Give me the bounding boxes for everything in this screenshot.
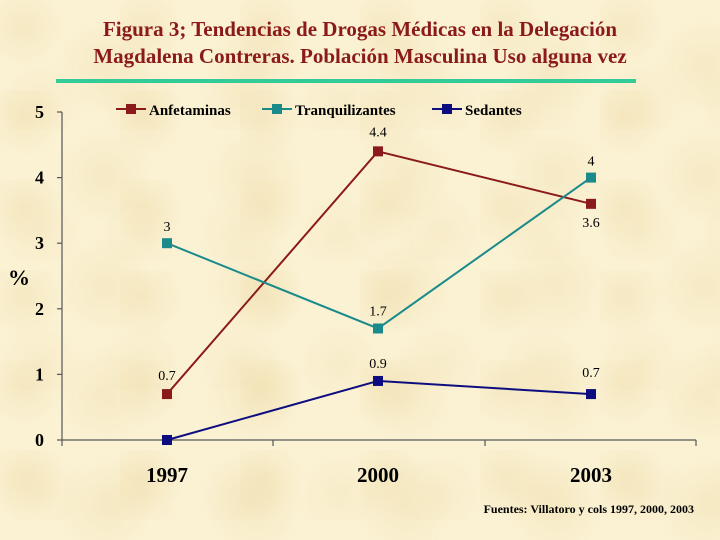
data-point-tranquilizantes: [162, 238, 172, 249]
data-label: 3.6: [582, 216, 600, 231]
data-label: 4.4: [369, 125, 387, 140]
y-axis-label: %: [8, 265, 30, 290]
x-tick-label: 1997: [146, 463, 188, 487]
y-tick-label: 2: [35, 299, 44, 319]
data-point-anfetaminas: [373, 146, 383, 157]
data-point-sedantes: [586, 389, 596, 400]
y-tick-label: 0: [35, 430, 44, 450]
legend-marker: [442, 104, 452, 114]
legend-label: Tranquilizantes: [295, 103, 396, 119]
data-label: 0.7: [582, 366, 600, 381]
data-point-sedantes: [373, 375, 383, 386]
legend-marker: [126, 104, 136, 114]
y-tick-label: 1: [35, 364, 44, 384]
title-underline: [56, 79, 636, 83]
title-line-2: Magdalena Contreras. Población Masculina…: [93, 44, 627, 68]
data-point-anfetaminas: [586, 198, 596, 209]
data-label: 3: [164, 220, 171, 235]
data-label: 0.7: [158, 369, 176, 384]
source-note: Fuentes: Villatoro y cols 1997, 2000, 20…: [483, 502, 694, 516]
legend-label: Sedantes: [465, 103, 522, 119]
title-line-1: Figura 3; Tendencias de Drogas Médicas e…: [102, 17, 618, 41]
data-point-tranquilizantes: [373, 323, 383, 334]
legend-label: Anfetaminas: [149, 103, 231, 119]
x-tick-label: 2000: [357, 463, 399, 487]
legend-marker: [272, 104, 282, 114]
y-tick-label: 5: [35, 102, 44, 122]
data-label: 0.9: [369, 357, 387, 372]
series-line-sedantes: [166, 379, 592, 441]
data-label: 4: [588, 155, 595, 170]
data-point-sedantes: [162, 435, 172, 445]
data-label: 1.7: [369, 304, 387, 319]
chart-title: Figura 3; Tendencias de Drogas Médicas e…: [0, 16, 720, 70]
x-tick-label: 2003: [570, 463, 612, 487]
data-point-tranquilizantes: [586, 172, 596, 183]
y-tick-label: 3: [35, 233, 44, 253]
data-point-anfetaminas: [162, 389, 172, 400]
y-tick-label: 4: [35, 168, 44, 188]
